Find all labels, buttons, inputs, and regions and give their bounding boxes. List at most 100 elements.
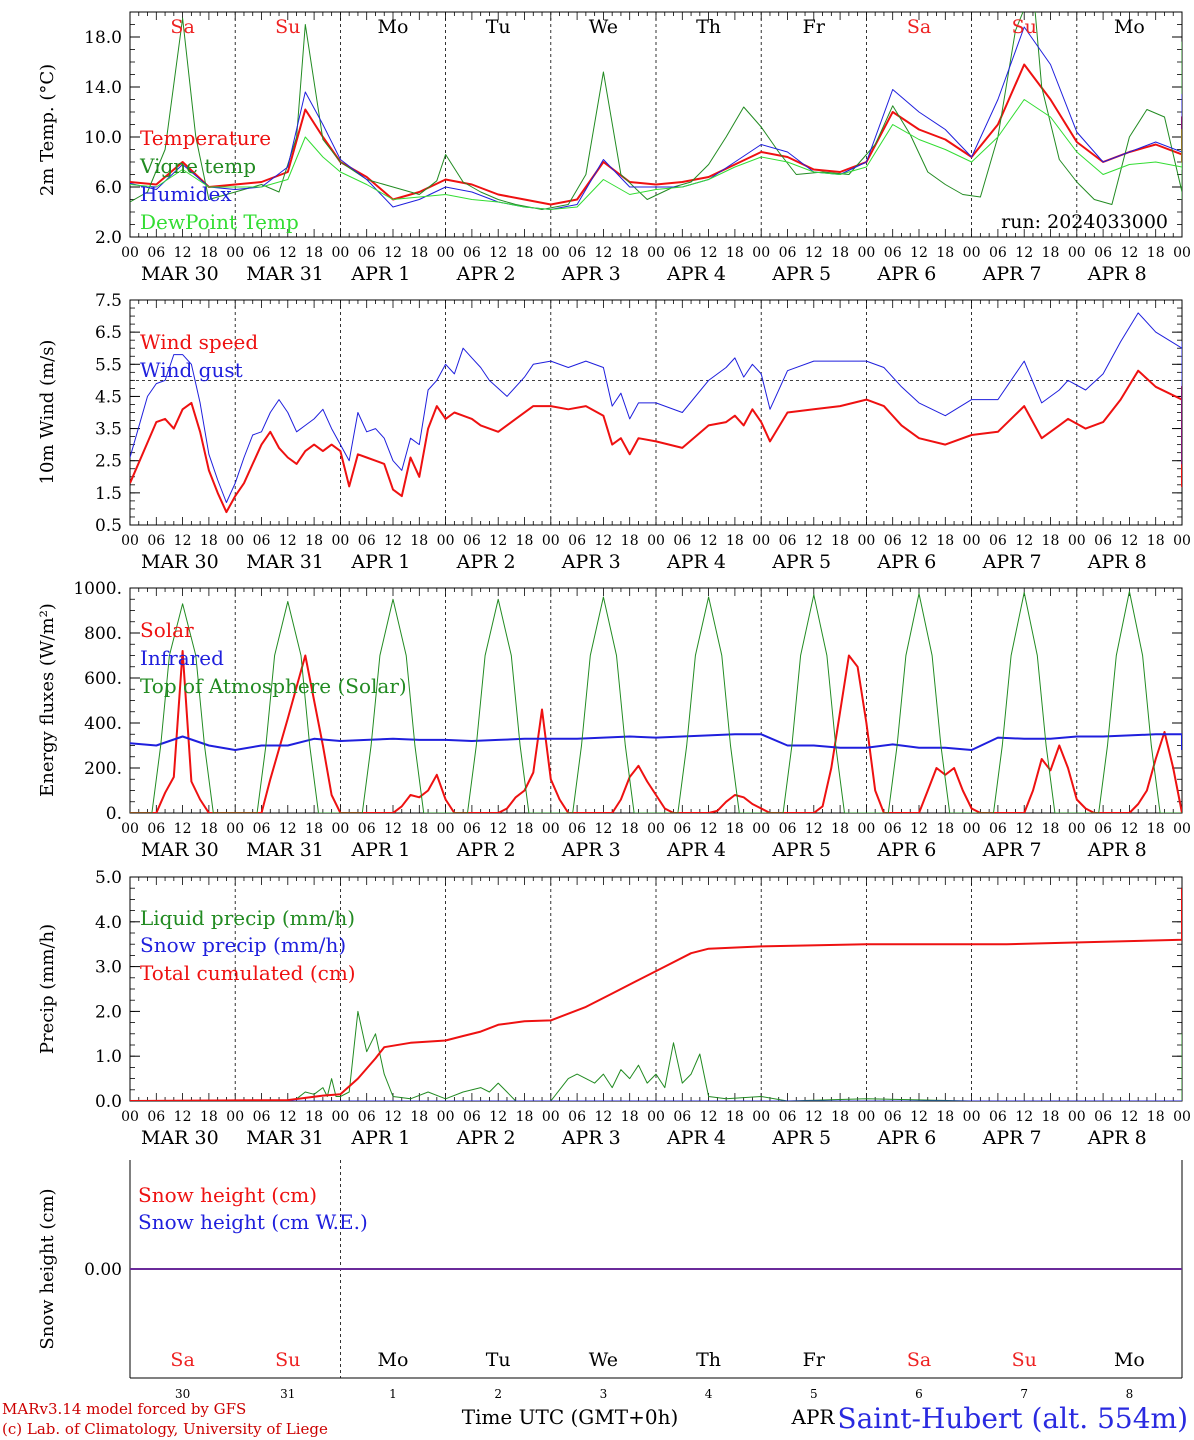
date-label: MAR 30 [141, 1127, 219, 1149]
date-label: APR 2 [456, 263, 516, 285]
station-label: Saint-Hubert (alt. 554m) [837, 1402, 1188, 1435]
hour-tick-label: 12 [594, 533, 612, 549]
hour-tick-label: 18 [1147, 533, 1165, 549]
hour-tick-label: 12 [279, 533, 297, 549]
day-name-label: Mo [1114, 16, 1145, 38]
hour-tick-label: 00 [542, 821, 560, 837]
series-line-vigne-temp [130, 12, 1182, 210]
hour-tick-label: 18 [936, 533, 954, 549]
hour-tick-label: 12 [279, 1109, 297, 1125]
hour-tick-label: 12 [805, 1109, 823, 1125]
y-tick-label: 0.0 [95, 1092, 122, 1112]
series-line-wind-speed [130, 369, 1182, 514]
hour-tick-label: 18 [831, 821, 849, 837]
hour-tick-label: 12 [805, 821, 823, 837]
hour-tick-label: 18 [200, 1109, 218, 1125]
y-tick-label: 10.0 [84, 128, 122, 148]
hour-tick-label: 06 [147, 821, 165, 837]
hour-tick-label: 06 [568, 245, 586, 261]
hour-tick-label: 18 [1147, 1109, 1165, 1125]
hour-tick-label: 06 [884, 245, 902, 261]
y-axis-title: Precip (mm/h) [37, 924, 58, 1054]
hour-tick-label: 06 [463, 1109, 481, 1125]
series-line-humidex [130, 26, 1182, 210]
hour-tick-label: 00 [647, 245, 665, 261]
y-tick-label: 1.5 [95, 484, 122, 504]
date-label: APR 7 [982, 839, 1042, 861]
hour-tick-label: 00 [226, 821, 244, 837]
hour-tick-label: 00 [857, 1109, 875, 1125]
energy-fluxes-panel: 0. 200. 400. 600. 800. 1000. Energy fluxes (W/… [37, 579, 1191, 861]
hour-tick-label: 00 [1068, 245, 1086, 261]
y-tick-label: 2.0 [95, 1002, 122, 1022]
hour-tick-label: 06 [884, 1109, 902, 1125]
hour-tick-label: 06 [147, 245, 165, 261]
y-tick-label: 6.5 [95, 323, 122, 343]
y-tick-label: 6.0 [95, 178, 122, 198]
date-label: APR 5 [771, 1127, 831, 1149]
series-line-infrared [130, 733, 1182, 751]
date-label: APR 8 [1087, 1127, 1147, 1149]
day-name-label: Fr [803, 1349, 826, 1371]
day-name-label: We [589, 1349, 618, 1371]
hour-tick-label: 18 [726, 821, 744, 837]
legend-entry: Snow precip (mm/h) [140, 933, 346, 957]
hour-tick-label: 00 [1068, 1109, 1086, 1125]
model-credit: MARv3.14 model forced by GFS [2, 1400, 246, 1418]
hour-tick-label: 00 [542, 245, 560, 261]
hour-tick-label: 18 [1042, 1109, 1060, 1125]
hour-tick-label: 18 [305, 245, 323, 261]
hour-tick-label: 06 [147, 1109, 165, 1125]
hour-tick-label: 00 [647, 821, 665, 837]
day-name-label: Th [696, 16, 721, 38]
hour-tick-label: 06 [779, 821, 797, 837]
hour-tick-label: 00 [331, 245, 349, 261]
day-number-label: 5 [810, 1387, 818, 1401]
day-name-label: Sa [907, 16, 931, 38]
y-tick-label: 800. [84, 624, 122, 644]
date-label: APR 6 [876, 839, 936, 861]
legend-entry: Infrared [140, 646, 224, 670]
date-label: MAR 30 [141, 839, 219, 861]
legend-entry: Liquid precip (mm/h) [140, 906, 355, 930]
hour-tick-label: 00 [542, 1109, 560, 1125]
day-name-label: Su [275, 1349, 300, 1371]
series-group [130, 312, 1182, 514]
series-line-wind-gust [130, 312, 1182, 503]
hour-tick-label: 00 [1173, 245, 1191, 261]
day-name-label: Tu [486, 16, 511, 38]
hour-tick-label: 18 [305, 533, 323, 549]
hour-tick-label: 06 [568, 533, 586, 549]
hour-tick-label: 18 [621, 533, 639, 549]
hour-tick-label: 06 [358, 245, 376, 261]
hour-tick-label: 18 [621, 245, 639, 261]
y-tick-label: 2.5 [95, 452, 122, 472]
y-axis-title: 2m Temp. (°C) [37, 64, 58, 196]
legend-entry: Humidex [140, 182, 232, 206]
hour-tick-label: 00 [437, 1109, 455, 1125]
hour-tick-label: 00 [857, 821, 875, 837]
series-group [130, 888, 1182, 1101]
hour-tick-label: 00 [1068, 533, 1086, 549]
hour-tick-label: 18 [936, 821, 954, 837]
date-label: APR 2 [456, 839, 516, 861]
hour-tick-label: 06 [147, 533, 165, 549]
day-number-label: 31 [280, 1387, 295, 1401]
hour-tick-label: 12 [384, 245, 402, 261]
hour-tick-label: 06 [673, 821, 691, 837]
hour-tick-label: 06 [463, 821, 481, 837]
hour-tick-label: 18 [410, 245, 428, 261]
hour-tick-label: 00 [963, 821, 981, 837]
y-tick-label: 200. [84, 759, 122, 779]
hour-tick-label: 00 [121, 821, 139, 837]
y-tick-label: 4.0 [95, 913, 122, 933]
date-label: APR 8 [1087, 839, 1147, 861]
date-label: MAR 30 [141, 263, 219, 285]
date-label: MAR 31 [246, 263, 324, 285]
day-name-label: Su [275, 16, 300, 38]
y-tick-label: 0. [106, 804, 122, 824]
hour-tick-label: 00 [752, 821, 770, 837]
hour-tick-label: 12 [489, 533, 507, 549]
hour-tick-label: 18 [305, 821, 323, 837]
hour-tick-label: 00 [647, 1109, 665, 1125]
